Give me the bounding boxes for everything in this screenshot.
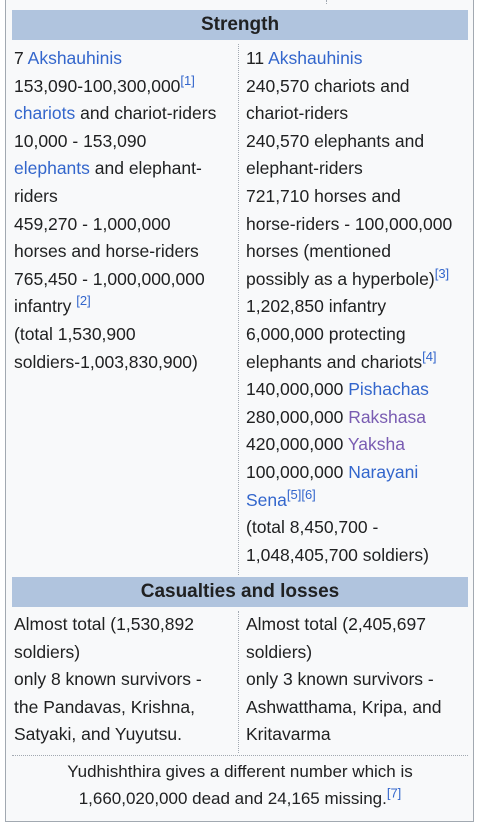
right-total-line2: 1,048,405,700 soldiers) [246, 544, 429, 565]
right-protecting-line2: elephants and chariots [246, 351, 423, 372]
right-elephants-line1: 240,570 elephants and [246, 130, 425, 151]
right-narayani-line: 100,000,000 Narayani [246, 459, 452, 487]
ref-5-6-links[interactable]: [5][6] [286, 486, 316, 502]
left-infantry-count: 765,450 - 1,000,000,000 [14, 268, 205, 289]
left-akshauhinis-count: 7 [14, 48, 28, 68]
casualties-left-line4: the Pandavas, Krishna, [14, 696, 195, 717]
akshauhinis-link-right[interactable]: Akshauhinis [268, 48, 363, 68]
right-horses-line4: possibly as a hyperbole) [246, 268, 435, 289]
casualties-header: Casualties and losses [12, 577, 468, 607]
right-horses-line4-row: possibly as a hyperbole)[3] [246, 266, 452, 294]
rakshasa-link[interactable]: Rakshasa [348, 406, 427, 427]
casualties-right-line4: Ashwatthama, Kripa, and [246, 696, 442, 717]
left-infantry-line: infantry [2] [14, 293, 216, 321]
right-horses-line1: 721,710 horses and [246, 185, 401, 206]
yaksha-link[interactable]: Yaksha [347, 434, 405, 455]
casualties-right-line5: Kritavarma [246, 724, 331, 745]
left-chariots-line: chariots and chariot-riders [14, 100, 216, 128]
footnote: Yudhishthira gives a different number wh… [12, 758, 468, 812]
left-elephants-count: 10,000 - 153,090 [14, 130, 147, 151]
casualties-left-line3: only 8 known survivors - [14, 669, 202, 690]
casualties-right-line2: soldiers) [246, 641, 313, 662]
casualties-column-divider [238, 611, 239, 753]
right-horses-line2: horse-riders - 100,000,000 [246, 213, 453, 234]
right-chariots-line1: 240,570 chariots and [246, 75, 410, 96]
casualties-left-column: Almost total (1,530,892 soldiers) only 8… [14, 611, 202, 749]
left-elephants-line: elephants and elephant- [14, 155, 216, 183]
right-narayani-line2: Sena[5][6] [246, 487, 452, 515]
ref-3-link[interactable]: [3] [434, 265, 450, 281]
left-elephants-text-cont: riders [14, 185, 58, 206]
left-horses-text: horses and horse-riders [14, 241, 199, 262]
footnote-line2-row: 1,660,020,000 dead and 24,165 missing.[7… [12, 785, 468, 812]
ref-7-link[interactable]: [7] [386, 785, 402, 801]
right-narayani-count: 100,000,000 [246, 461, 349, 482]
right-akshauhinis-count: 11 [246, 48, 269, 68]
casualties-left-line5: Satyaki, and Yuyutsu. [14, 724, 182, 745]
akshauhinis-link-left[interactable]: Akshauhinis [27, 48, 123, 68]
ref-1-link[interactable]: [1] [180, 72, 195, 88]
right-rakshasa-line: 280,000,000 Rakshasa [246, 404, 452, 432]
strength-right-column: 11 Akshauhinis 240,570 chariots and char… [246, 45, 452, 569]
strength-header: Strength [12, 10, 468, 40]
right-pishachas-count: 140,000,000 [246, 379, 349, 400]
right-rakshasa-count: 280,000,000 [246, 406, 349, 427]
footnote-divider [12, 755, 468, 756]
casualties-left-line2: soldiers) [14, 641, 81, 662]
right-protecting-line2-row: elephants and chariots[4] [246, 349, 452, 377]
right-pishachas-line: 140,000,000 Pishachas [246, 376, 452, 404]
left-total-line2: soldiers-1,003,830,900) [14, 351, 198, 372]
left-chariots-count: 153,090-100,300,000 [14, 75, 181, 96]
narayani-sena-link-cont[interactable]: Sena [246, 489, 287, 510]
left-chariots-text: and chariot-riders [75, 103, 217, 124]
right-yaksha-count: 420,000,000 [246, 434, 348, 455]
left-akshauhinis-line: 7 Akshauhinis [14, 45, 216, 73]
right-total-line1: (total 8,450,700 - [246, 517, 379, 538]
top-column-divider [326, 0, 327, 4]
casualties-right-column: Almost total (2,405,697 soldiers) only 3… [246, 611, 442, 749]
footnote-line2: 1,660,020,000 dead and 24,165 missing. [78, 789, 387, 808]
right-elephants-line2: elephant-riders [246, 158, 363, 179]
right-akshauhinis-line: 11 Akshauhinis [246, 45, 452, 73]
footnote-line1: Yudhishthira gives a different number wh… [67, 762, 413, 781]
infobox: Strength 7 Akshauhinis 153,090-100,300,0… [5, 0, 474, 822]
left-total-line1: (total 1,530,900 [14, 323, 136, 344]
left-chariots-count-line: 153,090-100,300,000[1] [14, 73, 216, 101]
casualties-left-line1: Almost total (1,530,892 [14, 614, 194, 634]
casualties-right-line3: only 3 known survivors - [246, 669, 434, 690]
ref-4-link[interactable]: [4] [422, 348, 437, 364]
casualties-right-line1: Almost total (2,405,697 [246, 614, 426, 634]
narayani-sena-link[interactable]: Narayani [348, 461, 419, 482]
chariots-link[interactable]: chariots [14, 103, 76, 124]
strength-left-column: 7 Akshauhinis 153,090-100,300,000[1] cha… [14, 45, 216, 376]
pishachas-link[interactable]: Pishachas [348, 379, 429, 400]
right-yaksha-line: 420,000,000 Yaksha [246, 431, 452, 459]
left-elephants-text: and elephant- [89, 158, 202, 179]
left-horses-count: 459,270 - 1,000,000 [14, 213, 171, 234]
right-chariots-line2: chariot-riders [246, 103, 349, 124]
right-infantry: 1,202,850 infantry [246, 296, 387, 317]
right-horses-line3: horses (mentioned [246, 241, 391, 262]
left-infantry-text: infantry [14, 296, 77, 317]
strength-column-divider [238, 44, 239, 575]
ref-2-link[interactable]: [2] [76, 293, 91, 309]
right-protecting-line1: 6,000,000 protecting [246, 323, 406, 344]
elephants-link[interactable]: elephants [14, 158, 90, 179]
